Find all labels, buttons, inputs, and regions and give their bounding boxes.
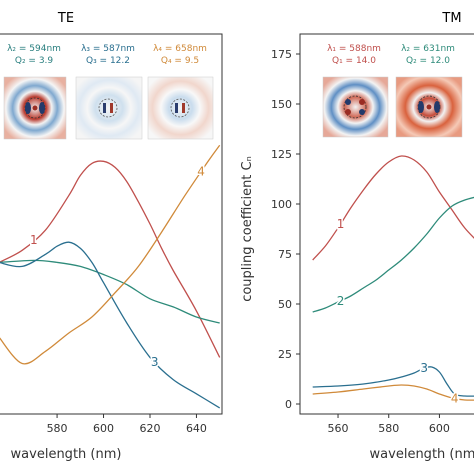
te-title: TE [57, 11, 74, 26]
te-series-3-line [0, 241, 221, 409]
tm-panel: TM coupling coefficient Cₙ λ₁ = 588nm Q₁… [240, 11, 474, 462]
tm-y-tick-label: 125 [271, 148, 292, 161]
tm-y-tick-label: 50 [278, 298, 292, 311]
tm-series-4-label: 4 [451, 391, 459, 405]
te-field-maps [3, 76, 214, 140]
te-x-tick-label: 640 [186, 422, 207, 435]
te-x-ticks: 580 600 620 640 [47, 414, 207, 435]
tm-title: TM [441, 11, 461, 26]
te-series-4-label: 4 [197, 165, 205, 179]
te-axes-frame [0, 33, 223, 415]
tm-plot-area [312, 155, 474, 401]
te-mode-4-lambda: λ₄ = 658nm [153, 44, 207, 54]
tm-axes-frame [299, 33, 474, 415]
tm-y-tick-label: 175 [271, 48, 292, 61]
tm-series-1-line [312, 155, 474, 261]
tm-x-ticks: 560 580 600 [328, 414, 450, 435]
tm-y-tick-label: 25 [278, 348, 292, 361]
te-series-3-label: 3 [151, 355, 159, 369]
tm-series-4-line [312, 384, 474, 401]
tm-series-2-label: 2 [337, 294, 345, 308]
tm-y-axis-label: coupling coefficient Cₙ [240, 156, 255, 302]
te-field-map-4 [147, 76, 214, 140]
te-series-4-line [0, 144, 221, 365]
tm-y-tick-label: 0 [285, 398, 292, 411]
tm-y-ticks: 0 25 50 75 100 125 150 175 [271, 48, 300, 411]
tm-mode-labels: λ₁ = 588nm Q₁ = 14.0 λ₂ = 631nm Q₂ = 12.… [327, 44, 455, 66]
tm-field-map-2 [395, 76, 463, 138]
te-x-tick-label: 580 [47, 422, 68, 435]
tm-x-axis-label: wavelength (nm) [370, 447, 474, 462]
tm-y-tick-label: 75 [278, 248, 292, 261]
te-field-map-3 [75, 76, 143, 140]
tm-mode-2-lambda: λ₂ = 631nm [401, 44, 455, 54]
te-mode-2-lambda: λ₂ = 594nm [7, 44, 61, 54]
tm-mode-2-q: Q₂ = 12.0 [406, 56, 450, 66]
te-x-tick-label: 620 [139, 422, 160, 435]
te-mode-4-q: Q₄ = 9.5 [161, 56, 199, 66]
tm-series-2-line [312, 196, 474, 313]
te-mode-2-q: Q₂ = 3.9 [15, 56, 54, 66]
te-plot-area [0, 144, 221, 409]
tm-y-tick-label: 150 [271, 98, 292, 111]
tm-y-tick-label: 100 [271, 198, 292, 211]
tm-mode-1-lambda: λ₁ = 588nm [327, 44, 381, 54]
te-panel: TE λ₂ = 594nm Q₂ = 3.9 λ₃ = 587nm Q₃ = 1… [0, 11, 223, 462]
te-series-2-line [0, 259, 220, 324]
tm-x-tick-label: 560 [328, 422, 349, 435]
te-x-axis-label: wavelength (nm) [11, 447, 122, 462]
tm-field-map-1 [322, 76, 389, 138]
te-x-tick-label: 600 [93, 422, 114, 435]
te-mode-labels: λ₂ = 594nm Q₂ = 3.9 λ₃ = 587nm Q₃ = 12.2… [7, 44, 207, 66]
te-field-map-2 [3, 76, 67, 140]
te-series-1-label: 1 [30, 233, 38, 247]
tm-x-tick-label: 600 [429, 422, 450, 435]
te-series-1-line [0, 160, 221, 358]
tm-mode-1-q: Q₁ = 14.0 [332, 56, 376, 66]
tm-series-3-line [312, 366, 474, 397]
te-mode-3-lambda: λ₃ = 587nm [81, 44, 135, 54]
tm-series-3-label: 3 [420, 361, 428, 375]
te-mode-3-q: Q₃ = 12.2 [86, 56, 130, 66]
tm-series-1-label: 1 [337, 217, 345, 231]
tm-field-maps [322, 76, 463, 138]
tm-x-tick-label: 580 [378, 422, 399, 435]
